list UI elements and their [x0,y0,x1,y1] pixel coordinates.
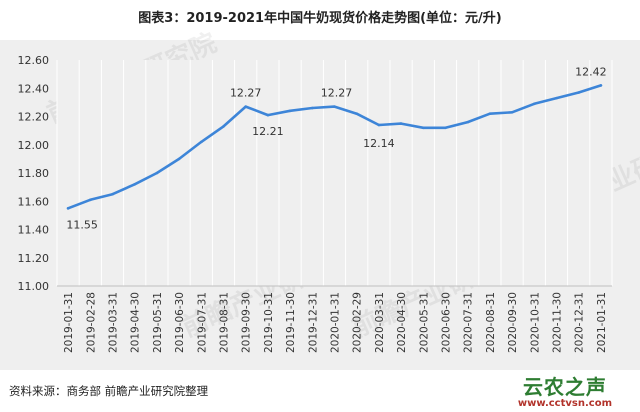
x-tick-label: 2020-01-31 [330,292,342,353]
x-tick-label: 2020-11-30 [552,292,564,353]
x-tick-label: 2019-09-30 [241,292,253,353]
x-tick-label: 2019-06-30 [174,292,186,353]
y-tick-label: 11.40 [18,224,50,237]
data-label: 11.55 [66,218,98,231]
x-tick-label: 2019-05-31 [152,292,164,353]
x-tick-label: 2021-01-31 [596,292,608,353]
x-tick-label: 2019-07-31 [196,292,208,353]
chart-title: 图表3：2019-2021年中国牛奶现货价格走势图(单位：元/升) [138,11,502,26]
y-tick-label: 11.00 [18,280,50,293]
x-tick-label: 2019-03-31 [108,292,120,353]
data-label: 12.21 [252,125,284,138]
data-point [466,120,470,124]
x-tick-label: 2019-11-30 [285,292,297,353]
x-tick-label: 2020-06-30 [441,292,453,353]
x-tick-label: 2019-02-28 [85,292,97,353]
line-chart: 11.00 11.20 11.40 11.60 11.80 12.00 12.20 12.40… [18,54,613,353]
x-tick-label: 2020-09-30 [507,292,519,353]
data-point [288,109,292,113]
y-tick-label: 12.60 [18,54,50,67]
x-tick-label: 2019-10-31 [263,292,275,353]
y-tick-label: 12.20 [18,111,50,124]
x-tick-label: 2019-01-31 [63,292,75,353]
x-tick-label: 2019-04-30 [130,292,142,353]
data-point [533,102,536,106]
y-tick-label: 11.20 [18,252,50,265]
chart-area: 前瞻产业研究院 前瞻产业研究院 前瞻产业研究院 前瞻产业研究院 11.0011.… [0,28,640,370]
data-label: 12.14 [363,137,395,150]
y-tick-label: 11.60 [18,195,50,208]
data-point [333,105,336,108]
y-tick-label: 11.80 [18,167,50,180]
x-tick-label: 2020-05-31 [418,292,430,353]
data-point [89,198,92,202]
x-tick-label: 2020-10-31 [529,292,541,353]
x-tick-label: 2019-12-31 [307,292,319,353]
data-point [266,113,270,117]
data-point [244,105,247,108]
site-logo: 云农之声 www.cctvsn.com [518,376,612,410]
data-point [222,125,225,128]
data-point [377,123,381,127]
site-url: www.cctvsn.com [517,398,612,409]
data-point [155,171,159,175]
data-point [399,122,403,125]
x-tick-label: 2020-03-31 [374,292,386,353]
data-point [133,183,136,186]
site-name: 云农之声 [522,375,607,399]
data-point [577,91,580,94]
data-label: 12.42 [575,65,607,78]
y-tick-label: 12.40 [18,82,50,95]
x-tick-label: 2020-04-30 [396,292,408,353]
y-tick-label: 12.00 [18,139,50,152]
data-point [510,110,514,114]
x-tick-label: 2019-08-31 [219,292,231,353]
data-point [355,112,359,115]
data-point [444,126,447,130]
source-note: 资料来源：商务部 前瞻产业研究院整理 [9,384,209,398]
data-point [200,140,203,144]
x-tick-label: 2020-08-31 [485,292,497,353]
data-point [66,207,70,210]
x-tick-label: 2020-12-31 [574,292,586,353]
data-label: 12.27 [321,87,353,100]
plot-background [57,60,612,286]
x-tick-label: 2020-07-31 [463,292,475,353]
data-point [177,157,181,161]
data-point [422,126,425,130]
x-tick-label: 2020-02-29 [352,292,364,353]
data-point [111,192,114,196]
data-label: 12.27 [230,87,262,100]
data-point [311,106,314,110]
data-point [555,96,558,100]
data-point [599,84,603,87]
data-point [488,112,492,115]
